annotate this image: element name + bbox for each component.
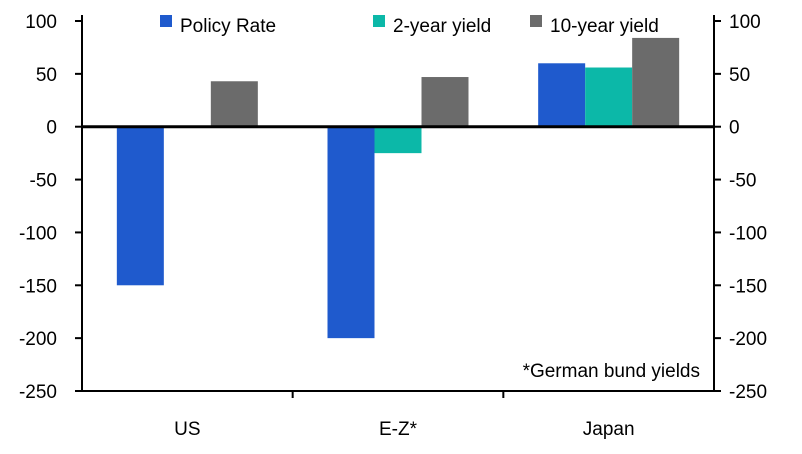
y-tick-label-right: 0 xyxy=(729,118,740,139)
bar-policy-rate xyxy=(327,126,375,339)
bar-2-year-yield xyxy=(585,67,633,127)
legend-label: 2-year yield xyxy=(393,16,491,37)
annotation: *German bund yields xyxy=(523,361,700,382)
legend-swatch xyxy=(373,15,385,27)
bar-policy-rate xyxy=(538,63,586,127)
legend-swatch xyxy=(530,15,542,27)
y-tick-label-right: 100 xyxy=(729,12,761,33)
y-tick-label-right: -50 xyxy=(729,171,756,192)
y-tick-label-left: -150 xyxy=(19,276,57,297)
y-tick-label-left: -50 xyxy=(30,171,57,192)
x-tick-label: Japan xyxy=(583,419,635,440)
y-tick-label-right: 50 xyxy=(729,65,750,86)
x-tick-label: E-Z* xyxy=(379,419,418,440)
y-tick-label-left: -250 xyxy=(19,382,57,403)
y-tick-label-left: 0 xyxy=(46,118,57,139)
bar-10-year-yield xyxy=(632,37,680,127)
bar-policy-rate xyxy=(116,126,164,286)
legend-label: 10-year yield xyxy=(550,16,659,37)
bar-2-year-yield xyxy=(374,126,422,154)
y-tick-label-left: 50 xyxy=(36,65,57,86)
legend-label: Policy Rate xyxy=(180,16,276,37)
y-tick-label-left: -200 xyxy=(19,329,57,350)
y-tick-label-right: -150 xyxy=(729,276,767,297)
x-tick-label: US xyxy=(174,419,200,440)
y-tick-label-left: 100 xyxy=(25,12,57,33)
bar-10-year-yield xyxy=(210,81,258,127)
bar-10-year-yield xyxy=(421,77,469,127)
y-tick-label-right: -100 xyxy=(729,223,767,244)
legend-swatch xyxy=(160,15,172,27)
y-tick-label-right: -200 xyxy=(729,329,767,350)
y-tick-label-left: -100 xyxy=(19,223,57,244)
y-tick-label-right: -250 xyxy=(729,382,767,403)
